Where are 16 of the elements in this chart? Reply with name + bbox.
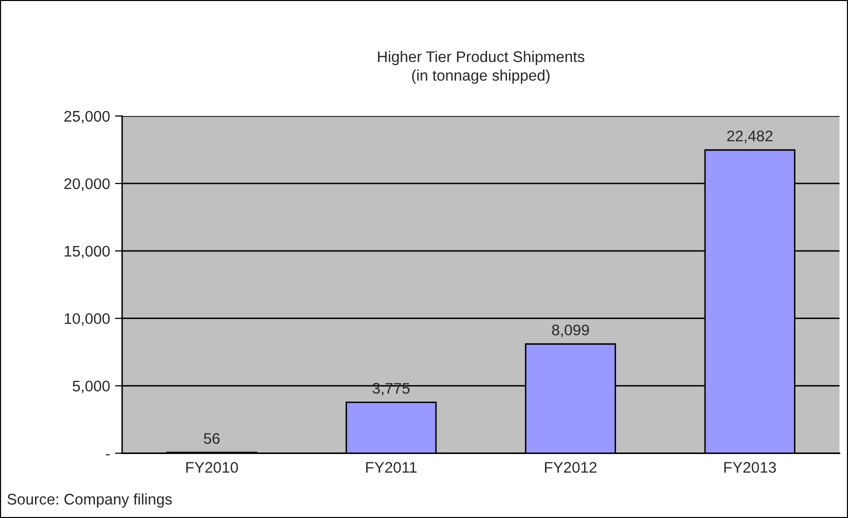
y-tick-label: 20,000 [64,178,110,191]
x-tick-label: FY2012 [544,462,596,473]
y-tick-label: 5,000 [72,380,110,394]
x-tick-label: FY2013 [724,462,776,473]
y-tick-label: 15,000 [64,246,110,258]
chart-title: Higher Tier Product Shipments (in tonnage shipped) [378,50,584,84]
y-tick-label: - [106,454,110,456]
data-label: 56 [204,433,220,444]
data-label: 22,482 [727,130,772,144]
x-tick-label: FY2011 [366,462,417,473]
data-label: 3,775 [372,382,410,396]
y-tick-label: 10,000 [64,313,110,326]
source-note: Source: Company filings [7,493,172,508]
y-tick-label: 25,000 [64,110,110,124]
data-label: 8,099 [552,324,589,338]
x-tick-label: FY2010 [186,462,238,473]
